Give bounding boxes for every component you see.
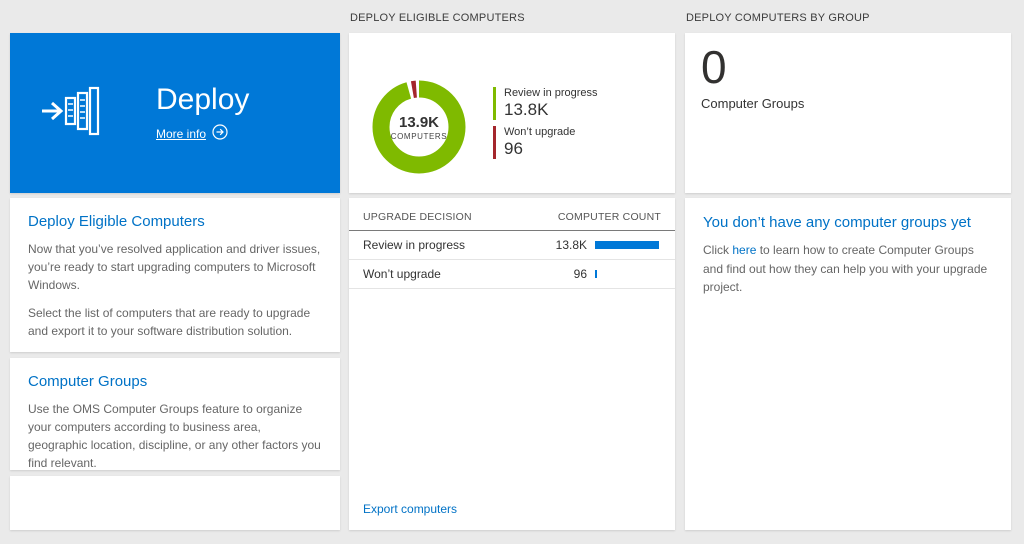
legend-label: Review in progress: [504, 87, 598, 99]
computer-groups-paragraph: Use the OMS Computer Groups feature to o…: [28, 402, 321, 470]
legend-value: 13.8K: [504, 100, 549, 119]
column-header-upgrade-decision: UPGRADE DECISION: [363, 211, 472, 223]
donut-chart[interactable]: 13.9K COMPUTERS: [371, 79, 467, 175]
export-computers-link[interactable]: Export computers: [363, 502, 458, 516]
legend-swatch-green: [493, 87, 496, 120]
no-groups-heading: You don’t have any computer groups yet: [703, 214, 971, 231]
no-computer-groups-panel: You don’t have any computer groups yet C…: [685, 198, 1011, 530]
eligible-computers-donut-card[interactable]: 13.9K COMPUTERS Review in progress 13.8K…: [349, 33, 675, 193]
arrow-circle-icon: [212, 124, 228, 143]
count-bar: [595, 241, 659, 249]
paragraph-text-after: to learn how to create Computer Groups a…: [703, 243, 988, 295]
computer-groups-description-section: Computer Groups Use the OMS Computer Gro…: [10, 358, 340, 470]
computer-groups-count-card[interactable]: 0 Computer Groups: [685, 33, 1011, 193]
deploy-eligible-paragraph-1: Now that you’ve resolved application and…: [28, 242, 321, 292]
deploy-eligible-paragraph-2: Select the list of computers that are re…: [28, 306, 311, 338]
more-info-link[interactable]: More info: [156, 124, 228, 143]
legend-item-review-in-progress: Review in progress 13.8K: [493, 87, 598, 120]
table-header-row: UPGRADE DECISION COMPUTER COUNT: [349, 198, 675, 231]
computer-groups-count: 0: [701, 41, 727, 93]
table-row[interactable]: Review in progress 13.8K: [349, 231, 675, 260]
deploy-tile-body: Deploy More info: [156, 83, 249, 143]
computer-groups-heading: Computer Groups: [28, 373, 148, 390]
legend-item-wont-upgrade: Won’t upgrade 96: [493, 126, 598, 159]
table-empty-space: [349, 289, 675, 490]
legend-swatch-red: [493, 126, 496, 159]
legend-label: Won’t upgrade: [504, 126, 576, 138]
here-link[interactable]: here: [732, 243, 757, 257]
row-bar-container: [595, 241, 661, 249]
deploy-icon: [40, 84, 100, 143]
row-decision: Won’t upgrade: [363, 267, 441, 281]
donut-segment-review[interactable]: [372, 80, 466, 174]
donut-center: 13.9K COMPUTERS: [371, 79, 467, 175]
no-groups-paragraph: Click here to learn how to create Comput…: [703, 241, 993, 297]
deploy-tile-title: Deploy: [156, 83, 250, 116]
table-row[interactable]: Won’t upgrade 96: [349, 260, 675, 289]
count-bar: [595, 270, 597, 278]
donut-legend: Review in progress 13.8K Won’t upgrade 9…: [493, 87, 598, 159]
row-count: 13.8K: [555, 238, 587, 252]
paragraph-text-before: Click: [703, 243, 733, 257]
row-count: 96: [573, 267, 587, 281]
donut-total-value: 13.9K: [398, 113, 440, 131]
row-bar-container: [595, 270, 661, 278]
column-header-computer-count: COMPUTER COUNT: [557, 211, 661, 223]
section-header-deploy-computers-by-group: DEPLOY COMPUTERS BY GROUP: [686, 12, 870, 24]
donut-total-label: COMPUTERS: [390, 131, 448, 141]
upgrade-decision-table-card: UPGRADE DECISION COMPUTER COUNT Review i…: [349, 198, 675, 530]
legend-value: 96: [504, 139, 523, 158]
row-decision: Review in progress: [363, 238, 466, 252]
deploy-eligible-description-section: Deploy Eligible Computers Now that you’v…: [10, 198, 340, 352]
deploy-tile[interactable]: Deploy More info: [10, 33, 340, 193]
deploy-eligible-heading: Deploy Eligible Computers: [28, 213, 205, 230]
more-info-label: More info: [156, 126, 207, 141]
section-header-deploy-eligible-computers: DEPLOY ELIGIBLE COMPUTERS: [350, 12, 525, 24]
left-panel-filler: [10, 476, 340, 530]
computer-groups-count-label: Computer Groups: [701, 95, 805, 111]
